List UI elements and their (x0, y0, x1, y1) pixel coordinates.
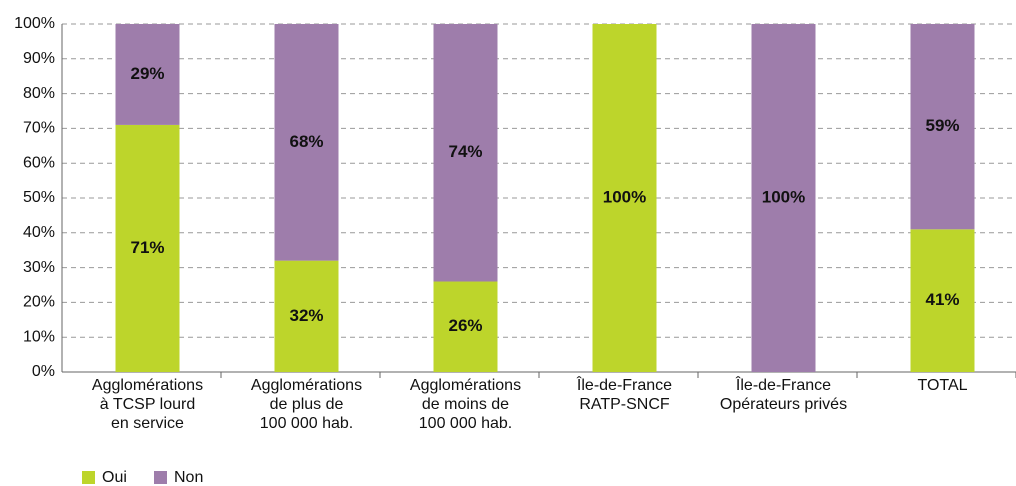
y-tick-label: 100% (14, 15, 55, 32)
x-tick-label: Agglomérations à TCSP lourd en service (91, 377, 204, 432)
bar-segment (592, 24, 657, 372)
bar-segment (115, 24, 180, 125)
x-tick-label: Agglomérations de plus de 100 000 hab. (250, 377, 363, 432)
bar-segment (274, 260, 339, 372)
legend-label: Oui (102, 469, 127, 486)
data-label: 71% (130, 238, 164, 257)
data-label: 68% (289, 132, 323, 151)
y-tick-label: 50% (23, 189, 55, 206)
y-tick-label: 30% (23, 259, 55, 276)
data-label: 100% (762, 187, 805, 206)
data-label: 32% (289, 306, 323, 325)
y-tick-label: 80% (23, 85, 55, 102)
bar-segment (433, 24, 498, 282)
data-label: 59% (925, 116, 959, 135)
bar-segment (910, 229, 975, 372)
y-tick-label: 40% (23, 224, 55, 241)
legend-swatch (154, 471, 167, 484)
x-tick-label: TOTAL (917, 377, 968, 394)
legend-swatch (82, 471, 95, 484)
data-label: 41% (925, 290, 959, 309)
y-tick-label: 10% (23, 328, 55, 345)
x-tick-label: Île-de-France Opérateurs privés (719, 377, 848, 413)
data-label: 74% (448, 142, 482, 161)
bar-segment (751, 24, 816, 372)
y-tick-label: 70% (23, 120, 55, 137)
x-tick-label: Agglomérations de moins de 100 000 hab. (409, 377, 522, 432)
x-tick-label: Île-de-France RATP-SNCF (576, 377, 673, 413)
bar-segment (115, 124, 180, 372)
bar-segment (910, 24, 975, 230)
data-label: 29% (130, 64, 164, 83)
y-tick-label: 60% (23, 154, 55, 171)
y-tick-label: 0% (32, 363, 55, 380)
legend-label: Non (174, 469, 203, 486)
bar-segment (433, 281, 498, 372)
data-label: 26% (448, 316, 482, 335)
data-label: 100% (603, 187, 646, 206)
bar-segment (274, 24, 339, 261)
y-tick-label: 90% (23, 50, 55, 67)
y-tick-label: 20% (23, 294, 55, 311)
